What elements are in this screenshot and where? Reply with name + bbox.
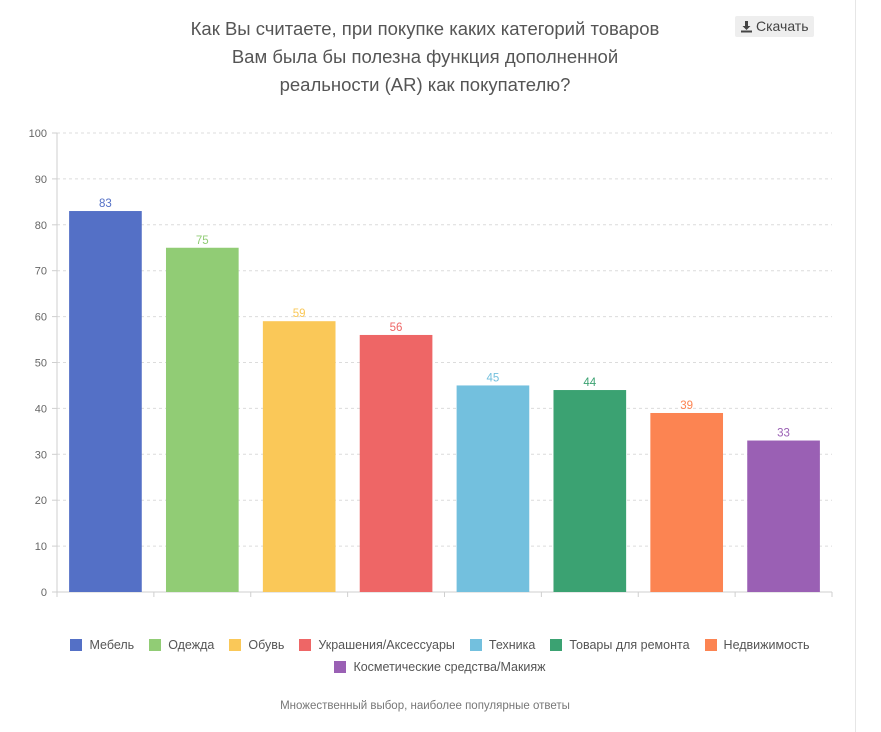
chart-title-line-3: реальности (AR) как покупателю? — [279, 74, 571, 95]
chart-title: Как Вы считаете, при покупке каких катег… — [140, 15, 710, 99]
bar[interactable] — [747, 440, 820, 592]
legend-item[interactable]: Мебель — [70, 638, 134, 652]
legend-swatch — [550, 639, 563, 651]
y-tick-label: 40 — [35, 403, 47, 415]
chart-title-line-1: Как Вы считаете, при покупке каких катег… — [190, 18, 660, 39]
legend-item[interactable]: Товары для ремонта — [550, 638, 690, 652]
data-labels: 83 75 59 56 45 44 39 33 — [99, 198, 790, 440]
bar[interactable] — [650, 412, 724, 592]
chart-footnote: Множественный выбор, наиболее популярные… — [280, 700, 570, 712]
bar[interactable] — [69, 211, 142, 592]
y-tick-label: 0 — [41, 587, 47, 599]
legend-swatch — [149, 639, 162, 651]
legend-row: Мебель Одежда Обувь Украшения/Аксессуары Тех… — [30, 634, 850, 656]
y-tick-label: 20 — [35, 495, 47, 507]
bar[interactable] — [359, 334, 433, 592]
download-button[interactable]: Скачать — [735, 16, 814, 37]
bars — [69, 211, 820, 592]
legend-label: Украшения/Аксессуары — [318, 638, 455, 652]
legend-swatch — [229, 639, 242, 651]
y-tick-label: 70 — [35, 266, 47, 278]
bar-value-label: 83 — [99, 198, 112, 210]
legend-item[interactable]: Обувь — [229, 638, 284, 652]
bar-value-label: 59 — [293, 308, 306, 320]
chart-legend: Мебель Одежда Обувь Украшения/Аксессуары Тех… — [30, 634, 850, 678]
legend-label: Техника — [488, 638, 536, 652]
bar-value-label: 56 — [390, 322, 403, 334]
y-tick-label: 90 — [35, 174, 47, 186]
legend-label: Обувь — [248, 638, 285, 652]
legend-swatch — [469, 639, 482, 651]
bar[interactable] — [165, 247, 239, 592]
legend-row: Косметические средства/Макияж — [30, 656, 850, 678]
legend-swatch — [334, 661, 347, 673]
legend-label: Недвижимость — [723, 638, 810, 652]
bar-chart: 0 10 20 30 40 50 60 70 80 90 100 83 75 59 56 45 44 39 33 — [29, 128, 833, 599]
legend-label: Одежда — [168, 638, 215, 652]
y-tick-label: 30 — [35, 449, 47, 461]
legend-item[interactable]: Одежда — [149, 638, 214, 652]
bar-value-label: 44 — [583, 377, 596, 389]
y-tick-label: 80 — [35, 220, 47, 232]
legend-item[interactable]: Косметические средства/Макияж — [334, 660, 546, 674]
legend-item[interactable]: Техника — [469, 638, 536, 652]
y-tick-label: 100 — [29, 128, 47, 140]
legend-swatch — [704, 639, 717, 651]
legend-item[interactable]: Украшения/Аксессуары — [299, 638, 455, 652]
y-tick-label: 50 — [35, 358, 47, 370]
panel-divider — [855, 0, 856, 732]
legend-swatch — [70, 639, 83, 651]
y-tick-label: 10 — [35, 541, 47, 553]
bar-value-label: 39 — [680, 400, 693, 412]
bar[interactable] — [262, 321, 336, 592]
bar[interactable] — [553, 390, 627, 592]
legend-label: Мебель — [89, 638, 135, 652]
y-tick-label: 60 — [35, 312, 47, 324]
bar-value-label: 45 — [487, 372, 500, 384]
download-icon — [741, 21, 752, 33]
bar-value-label: 33 — [777, 428, 790, 440]
download-label: Скачать — [756, 18, 809, 34]
legend-label: Косметические средства/Макияж — [353, 660, 546, 674]
legend-swatch — [299, 639, 312, 651]
bar[interactable] — [456, 385, 530, 592]
legend-item[interactable]: Недвижимость — [704, 638, 810, 652]
bar-value-label: 75 — [196, 235, 209, 247]
chart-title-line-2: Вам была бы полезна функция дополненной — [231, 46, 619, 67]
legend-label: Товары для ремонта — [569, 638, 690, 652]
